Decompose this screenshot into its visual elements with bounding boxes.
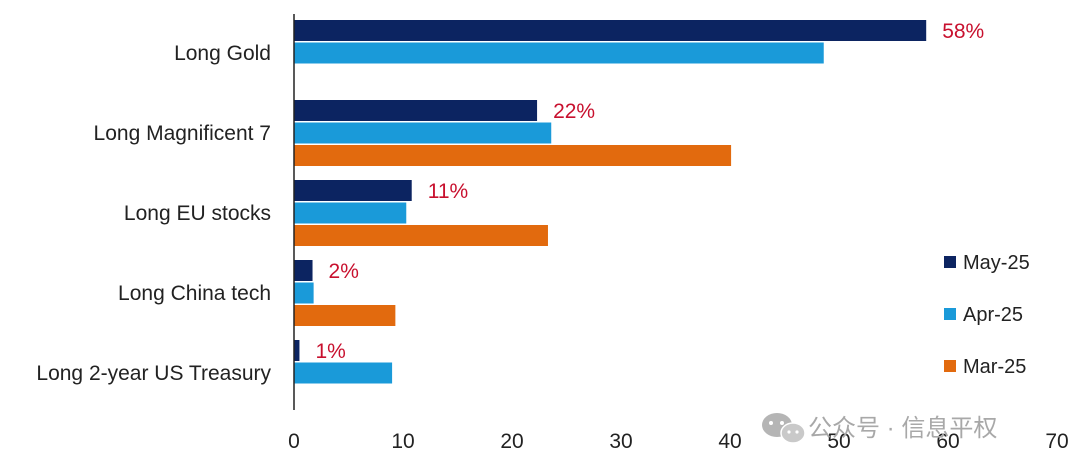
x-axis-ticks: 0 10 20 30 40 50 60 70 (288, 430, 1069, 453)
data-label-long-2-year-us-treasury: 1% (315, 340, 345, 363)
category-label-long-gold: Long Gold (174, 42, 271, 65)
data-label-long-magnificent-7: 22% (553, 100, 595, 123)
x-tick-label-60: 60 (936, 430, 959, 453)
data-label-long-eu-stocks: 11% (428, 180, 468, 203)
x-tick-label-10: 10 (391, 430, 414, 453)
x-tick-label-20: 20 (500, 430, 523, 453)
category-label-long-china-tech: Long China tech (118, 282, 271, 305)
category-label-long-magnificent-7: Long Magnificent 7 (94, 122, 271, 145)
bar-long-china-tech-mar-25 (294, 305, 396, 326)
data-labels: 58% 22% 11% 2% 1% (315, 20, 984, 363)
bar-long-gold-apr-25 (294, 42, 824, 64)
bars-group (294, 20, 927, 384)
bar-long-eu-stocks-mar-25 (294, 225, 548, 246)
bar-long-eu-stocks-may-25 (294, 180, 412, 201)
x-tick-label-50: 50 (827, 430, 850, 453)
bar-long-magnificent-7-may-25 (294, 100, 538, 121)
watermark-text: 公众号 · 信息平权 (808, 415, 997, 442)
bar-long-2-year-us-treasury-may-25 (294, 340, 300, 361)
legend-label-mar-25: Mar-25 (963, 356, 1026, 378)
category-label-long-eu-stocks: Long EU stocks (124, 202, 271, 225)
legend-label-apr-25: Apr-25 (963, 304, 1023, 326)
legend-swatch-apr-25 (944, 308, 956, 320)
bar-long-2-year-us-treasury-apr-25 (294, 362, 393, 384)
legend-label-may-25: May-25 (963, 252, 1030, 274)
bar-long-magnificent-7-apr-25 (294, 122, 552, 144)
wechat-icon (762, 413, 806, 444)
category-label-long-2-year-us-treasury: Long 2-year US Treasury (36, 362, 271, 385)
bar-long-gold-may-25 (294, 20, 927, 41)
legend: May-25 Apr-25 Mar-25 (944, 252, 1030, 378)
legend-swatch-may-25 (944, 256, 956, 268)
bar-long-eu-stocks-apr-25 (294, 202, 407, 224)
category-labels: Long Gold Long Magnificent 7 Long EU stock… (36, 42, 271, 385)
x-tick-label-0: 0 (288, 430, 300, 453)
data-label-long-china-tech: 2% (329, 260, 359, 283)
x-tick-label-40: 40 (718, 430, 741, 453)
legend-swatch-mar-25 (944, 360, 956, 372)
bar-long-magnificent-7-mar-25 (294, 145, 732, 166)
bar-long-china-tech-may-25 (294, 260, 313, 281)
data-label-long-gold: 58% (942, 20, 984, 43)
x-tick-label-70: 70 (1045, 430, 1068, 453)
x-tick-label-30: 30 (609, 430, 632, 453)
bar-long-china-tech-apr-25 (294, 282, 314, 304)
watermark: 公众号 · 信息平权 (762, 413, 997, 444)
